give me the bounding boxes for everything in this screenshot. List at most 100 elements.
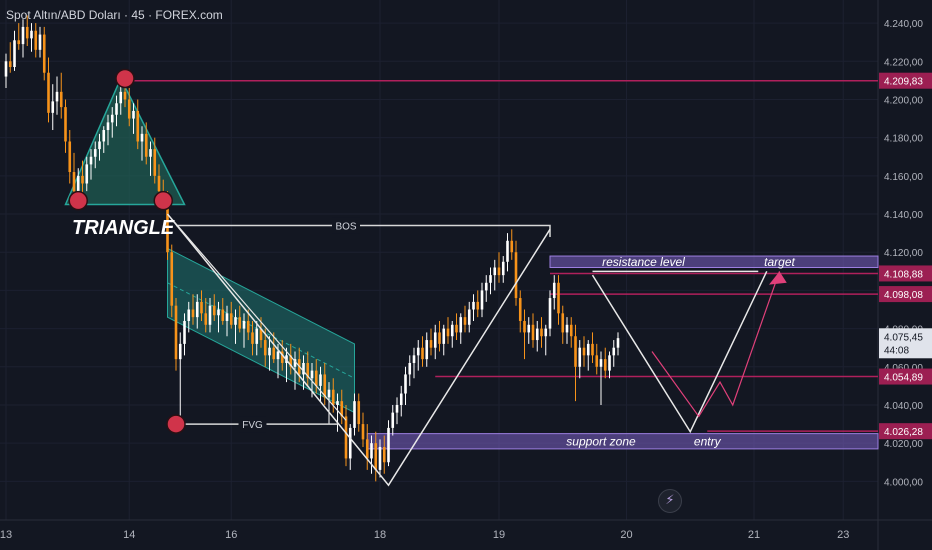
candle-body: [246, 320, 250, 333]
candle-body: [89, 156, 93, 165]
fvg-label: FVG: [242, 420, 263, 431]
candle-body: [327, 389, 331, 398]
bos-line: [176, 224, 551, 237]
candle-body: [255, 328, 259, 344]
x-tick-label: 13: [0, 529, 12, 541]
candle-body: [361, 424, 365, 440]
candle-body: [76, 175, 80, 192]
candle-body: [518, 298, 522, 321]
lightning-icon[interactable]: ⚡: [658, 489, 682, 513]
candle-body: [293, 359, 297, 367]
candle-body: [234, 317, 237, 325]
candle-body: [259, 328, 263, 341]
y-tick-label: 4.220,00: [884, 57, 923, 68]
candle-body: [306, 362, 310, 379]
candle-body: [331, 389, 335, 405]
candle-body: [399, 393, 403, 405]
arrow-head-icon: [769, 271, 787, 285]
candle-body: [455, 324, 458, 333]
bos-label: BOS: [335, 221, 356, 232]
y-tick-label: 4.040,00: [884, 401, 923, 412]
x-tick-label: 14: [123, 529, 135, 541]
candle-body: [586, 343, 590, 356]
resistance-label: resistance level: [602, 255, 685, 269]
current-price-tag: [879, 328, 932, 359]
candle-body: [595, 355, 599, 367]
candle-body: [480, 290, 484, 310]
y-tick-label: 4.240,00: [884, 19, 923, 30]
symbol-title[interactable]: Spot Altın/ABD Doları · 45 · FOREX.com: [6, 8, 223, 22]
swing-point-circle: [153, 190, 173, 211]
candle-body: [438, 332, 441, 344]
candle-body: [565, 324, 569, 333]
candle-body: [102, 130, 106, 142]
candle-body: [136, 110, 140, 142]
x-tick-label: 19: [493, 529, 505, 541]
candle-body: [225, 313, 229, 321]
candle-body: [140, 133, 144, 142]
candle-body: [378, 446, 382, 470]
candle-body: [463, 317, 467, 325]
y-tick-label: 4.160,00: [884, 172, 923, 183]
candle-body: [442, 328, 446, 344]
candle-body: [183, 320, 186, 344]
resistance-zone: [549, 255, 879, 269]
candle-body: [170, 252, 174, 306]
candle-body: [64, 107, 67, 142]
y-tick-label: 4.000,00: [884, 477, 923, 488]
candle-body: [395, 404, 399, 413]
candle-body: [544, 328, 548, 337]
candle-body: [484, 282, 488, 291]
candle-body: [323, 374, 327, 398]
candle-body: [574, 336, 577, 367]
candle-body: [523, 320, 526, 333]
swing-point-circle: [166, 414, 186, 434]
candle-body: [68, 141, 72, 173]
candle-body: [365, 439, 369, 459]
swing-point-circle: [68, 190, 88, 211]
candle-body: [187, 309, 191, 321]
candle-body: [212, 305, 216, 316]
swing-point-circle: [115, 68, 135, 89]
candle-body: [578, 347, 582, 367]
candle-body: [195, 301, 199, 318]
candle-body: [493, 267, 497, 276]
target-label: target: [764, 255, 795, 269]
candle-body: [548, 298, 552, 329]
pink-projection-arrow: [651, 271, 781, 418]
support-label: support zone: [566, 434, 636, 448]
candle-body: [599, 359, 603, 367]
candle-body: [263, 340, 267, 356]
candle-body: [552, 282, 556, 299]
candle-body: [412, 355, 416, 363]
candle-body: [8, 61, 12, 68]
candle-body: [612, 347, 616, 356]
price-tag-label: 4.054,89: [884, 373, 923, 384]
candle-body: [251, 332, 254, 344]
candle-body: [110, 114, 114, 123]
candle-body: [289, 355, 293, 367]
candle-body: [425, 340, 429, 360]
candle-body: [153, 149, 157, 176]
candle-body: [531, 324, 535, 341]
candle-body: [591, 343, 594, 356]
triangle-label: TRIANGLE: [72, 217, 175, 239]
candle-body: [276, 351, 280, 360]
candle-body: [149, 149, 152, 157]
candle-body: [459, 317, 463, 333]
candle-body: [132, 110, 135, 119]
candle-body: [4, 61, 8, 77]
candle-body: [514, 252, 518, 299]
candle-body: [280, 351, 284, 363]
candle-body: [582, 347, 586, 356]
candle-body: [433, 332, 437, 348]
candle-body: [178, 343, 182, 360]
candle-body: [370, 443, 373, 459]
candle-body: [17, 40, 21, 45]
candle-body: [38, 34, 42, 50]
candle-body: [229, 313, 233, 325]
price-tag-label: 4.098,08: [884, 290, 923, 301]
countdown-label: 44:08: [884, 345, 909, 356]
